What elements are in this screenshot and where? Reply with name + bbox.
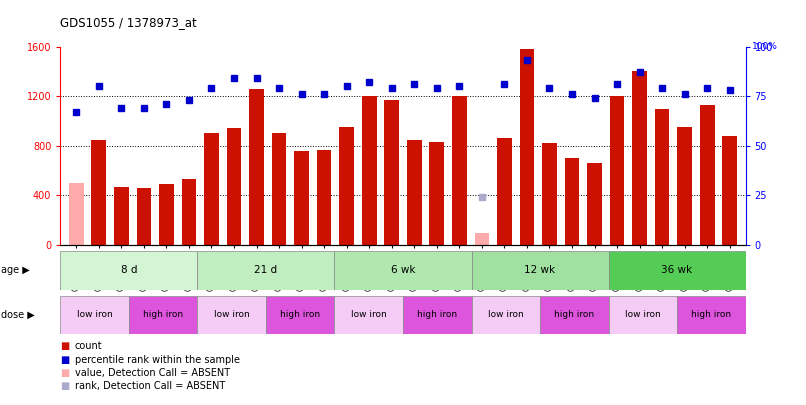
Text: 8 d: 8 d [121,265,137,275]
Bar [677,296,746,334]
Bar [69,183,84,245]
Bar [540,296,609,334]
Bar [339,127,354,245]
Bar [272,133,286,245]
Bar [403,296,472,334]
Bar [159,184,174,245]
Bar [654,109,670,245]
Bar [452,96,467,245]
Bar [114,187,129,245]
Bar [60,296,129,334]
Bar [294,151,309,245]
Bar [91,140,106,245]
Bar [226,128,241,245]
Text: high iron: high iron [280,310,320,320]
Text: ■: ■ [60,341,69,351]
Text: ■: ■ [60,382,69,391]
Text: 21 d: 21 d [255,265,277,275]
Text: dose ▶: dose ▶ [1,310,35,320]
Text: low iron: low iron [625,310,661,320]
Bar [249,89,264,245]
Bar [472,296,540,334]
Bar [129,296,197,334]
Text: 100%: 100% [752,42,779,51]
Text: low iron: low iron [214,310,250,320]
Text: high iron: high iron [692,310,731,320]
Bar [610,96,625,245]
Text: percentile rank within the sample: percentile rank within the sample [75,355,240,364]
Bar [266,296,334,334]
Text: high iron: high iron [143,310,183,320]
Bar [677,127,692,245]
Bar [700,105,715,245]
Text: age ▶: age ▶ [1,265,30,275]
Bar [632,71,647,245]
Bar [197,251,334,290]
Text: value, Detection Call = ABSENT: value, Detection Call = ABSENT [75,368,230,378]
Text: GDS1055 / 1378973_at: GDS1055 / 1378973_at [60,16,197,29]
Bar [197,296,266,334]
Bar [334,296,403,334]
Bar [722,136,737,245]
Text: ■: ■ [60,368,69,378]
Bar [497,139,512,245]
Bar [472,251,609,290]
Bar [136,188,152,245]
Text: count: count [75,341,102,351]
Bar [384,100,399,245]
Bar [609,251,746,290]
Bar [520,49,534,245]
Bar [407,140,422,245]
Text: high iron: high iron [418,310,457,320]
Text: low iron: low iron [351,310,387,320]
Text: 6 wk: 6 wk [391,265,415,275]
Bar [565,158,580,245]
Bar [588,163,602,245]
Bar [334,251,472,290]
Bar [362,96,376,245]
Bar [609,296,677,334]
Text: low iron: low iron [488,310,524,320]
Bar [542,143,557,245]
Bar [60,251,197,290]
Text: 36 wk: 36 wk [662,265,692,275]
Text: 12 wk: 12 wk [525,265,555,275]
Bar [181,179,196,245]
Text: high iron: high iron [555,310,594,320]
Bar [317,149,331,245]
Bar [430,142,444,245]
Bar [204,133,218,245]
Text: low iron: low iron [77,310,113,320]
Text: ■: ■ [60,355,69,364]
Text: rank, Detection Call = ABSENT: rank, Detection Call = ABSENT [75,382,225,391]
Bar [475,232,489,245]
